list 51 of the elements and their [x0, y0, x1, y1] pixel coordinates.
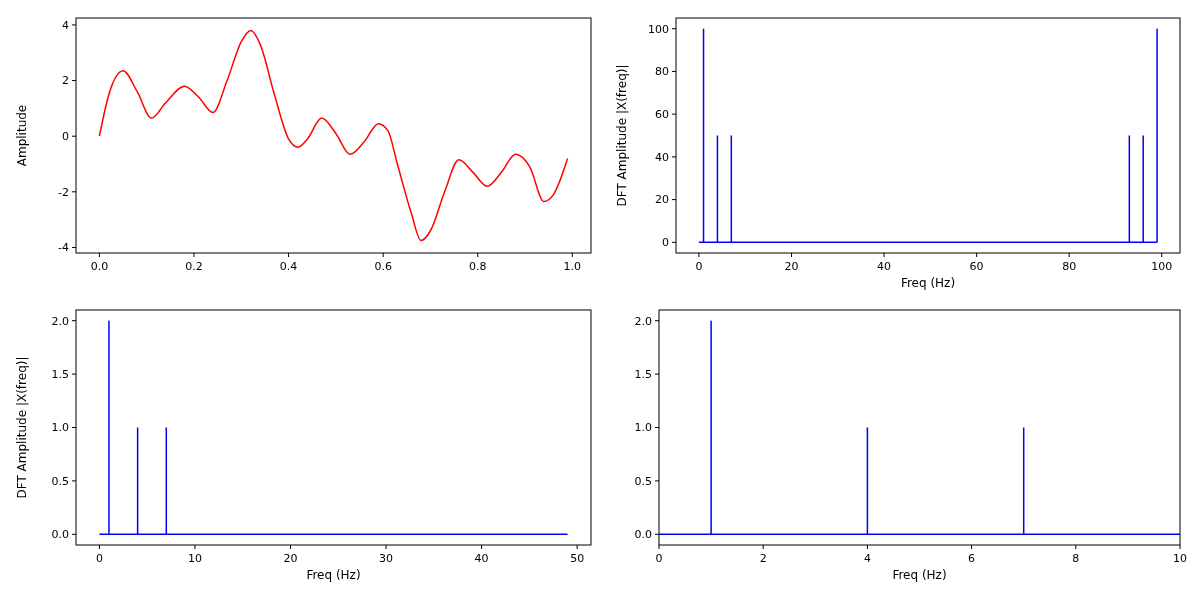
y-tick-label: 60 — [655, 107, 669, 121]
line-series — [98, 29, 569, 242]
y-tick-label: 0.5 — [51, 474, 69, 488]
y-tick-label: 1.5 — [634, 367, 652, 381]
y-tick-label: 0 — [62, 130, 69, 144]
y-tick-label: 100 — [648, 22, 669, 36]
y-tick-label: 2.0 — [51, 314, 69, 328]
x-tick-label: 1.0 — [563, 260, 582, 273]
x-tick-label: 60 — [969, 260, 984, 273]
x-tick-label: 20 — [283, 552, 298, 565]
x-tick-label: 20 — [784, 260, 799, 273]
x-axis-title: Freq (Hz) — [306, 568, 361, 582]
x-axis-title: Freq (Hz) — [892, 568, 947, 582]
x-tick-label: 30 — [379, 552, 394, 565]
x-tick-label: 8 — [1072, 552, 1080, 565]
y-tick-label: 1.5 — [51, 367, 69, 381]
y-tick-label: 0.5 — [634, 474, 652, 488]
x-tick-label: 0.2 — [185, 260, 203, 273]
x-tick-label: 0.8 — [468, 260, 487, 273]
x-tick-label: 2 — [759, 552, 767, 565]
y-tick-label: 20 — [655, 193, 669, 207]
x-tick-label: 100 — [1151, 260, 1173, 273]
y-tick-label: 0.0 — [634, 528, 652, 542]
y-tick-label: 40 — [655, 150, 669, 164]
y-axis-title: DFT Amplitude |X(freq)| — [615, 64, 629, 207]
y-tick-label: 80 — [655, 65, 669, 79]
x-tick-label: 40 — [877, 260, 892, 273]
x-tick-label: 0.6 — [374, 260, 392, 273]
y-tick-label: 1.0 — [51, 421, 69, 435]
y-tick-label: -2 — [58, 185, 69, 199]
x-tick-label: 0 — [95, 552, 103, 565]
x-tick-label: 10 — [187, 552, 202, 565]
y-axis-title: Amplitude — [15, 104, 29, 167]
x-tick-label: 0.4 — [279, 260, 298, 273]
x-tick-label: 40 — [474, 552, 489, 565]
y-axis-title: DFT Amplitude |X(freq)| — [15, 356, 29, 499]
x-tick-label: 6 — [968, 552, 976, 565]
x-axis-title: Freq (Hz) — [900, 276, 956, 290]
y-tick-label: -4 — [58, 241, 69, 255]
x-tick-label: 80 — [1062, 260, 1077, 273]
x-tick-label: 0.0 — [90, 260, 109, 273]
y-tick-label: 0.0 — [51, 528, 69, 542]
y-tick-label: 4 — [62, 18, 69, 32]
y-tick-label: 0 — [662, 236, 669, 250]
x-tick-label: 4 — [863, 552, 871, 565]
y-tick-label: 1.0 — [634, 421, 652, 435]
x-tick-label: 50 — [570, 552, 585, 565]
x-tick-label: 10 — [1173, 552, 1187, 565]
y-tick-label: 2 — [62, 74, 69, 88]
y-tick-label: 2.0 — [634, 314, 652, 328]
x-tick-label: 0 — [695, 260, 703, 273]
